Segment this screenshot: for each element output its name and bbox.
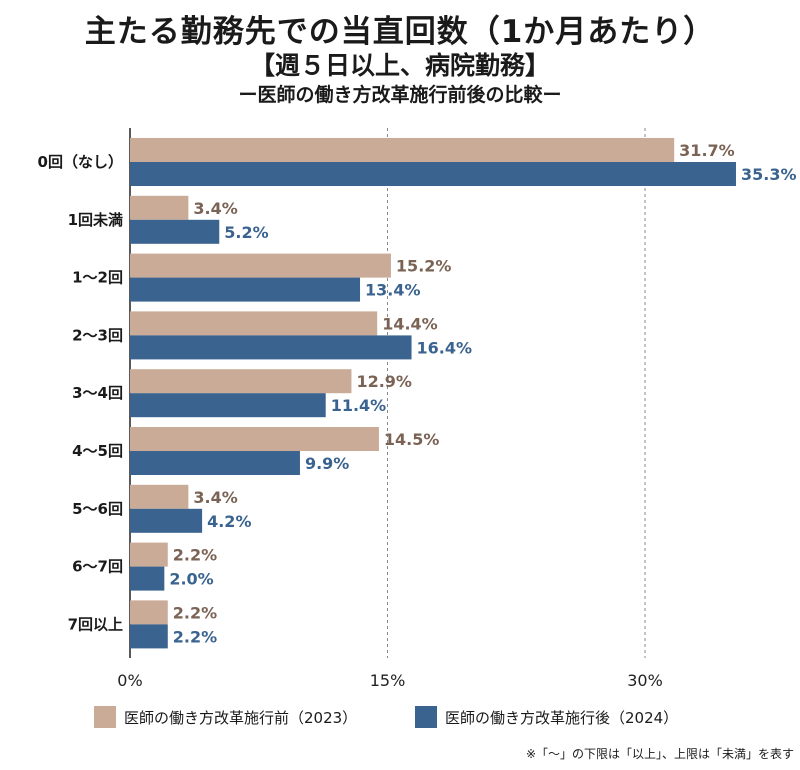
data-label-before: 3.4% [193, 488, 237, 507]
data-label-after: 35.3% [741, 165, 797, 184]
data-label-after: 2.0% [169, 570, 213, 589]
data-label-after: 16.4% [417, 338, 473, 357]
chart-subtitle-comparison: ー医師の働き方改革施行前後の比較ー [238, 84, 562, 106]
bar-after [130, 335, 412, 360]
category-label: 6〜7回 [72, 558, 123, 576]
data-label-before: 12.9% [356, 372, 412, 391]
bar-after [130, 566, 165, 591]
data-label-after: 5.2% [224, 223, 268, 242]
x-tick-label: 15% [370, 671, 406, 690]
footnote: ※「〜」の下限は「以上」、上限は「未満」を表す [525, 747, 794, 761]
category-label: 1〜2回 [72, 269, 123, 287]
bar-after [130, 162, 736, 186]
data-label-before: 31.7% [679, 141, 735, 160]
legend-item-after: 医師の働き方改革施行後（2024） [415, 706, 678, 728]
chart-title: 主たる勤務先での当直回数（1か月あたり） [84, 14, 716, 50]
bar-after [130, 393, 326, 418]
data-label-after: 9.9% [305, 454, 349, 473]
bar-before [130, 484, 189, 509]
bar-after [130, 451, 300, 475]
x-tick-label: 30% [627, 671, 663, 690]
legend-swatch-before [94, 706, 116, 728]
category-label: 7回以上 [68, 615, 123, 633]
x-tick-label: 0% [117, 671, 142, 690]
chart-subtitle: 【週５日以上、病院勤務】 [249, 51, 550, 80]
bar-after [130, 219, 220, 244]
data-label-after: 4.2% [207, 512, 251, 531]
category-label: 1回未満 [68, 211, 123, 229]
bar-before [130, 600, 168, 625]
data-label-after: 13.4% [365, 281, 421, 300]
category-label: 0回（なし） [38, 153, 123, 171]
data-label-before: 2.2% [173, 546, 217, 565]
legend-label-before: 医師の働き方改革施行前（2023） [124, 708, 358, 727]
bar-after [130, 277, 361, 302]
bar-after [130, 508, 203, 533]
bar-before [130, 311, 378, 336]
data-label-after: 2.2% [173, 627, 217, 646]
legend-swatch-after [415, 706, 437, 728]
bar-before [130, 138, 675, 162]
category-label: 4〜5回 [72, 442, 123, 460]
bar-before [130, 427, 379, 451]
data-label-before: 14.5% [384, 430, 440, 449]
legend-item-before: 医師の働き方改革施行前（2023） [94, 706, 357, 728]
bar-after [130, 624, 168, 649]
data-label-before: 2.2% [173, 603, 217, 622]
bar-before [130, 369, 352, 394]
data-label-before: 14.4% [382, 314, 438, 333]
category-label: 2〜3回 [72, 326, 123, 344]
bar-before [130, 253, 391, 278]
data-label-after: 11.4% [331, 396, 387, 415]
bar-before [130, 542, 168, 567]
legend-label-after: 医師の働き方改革施行後（2024） [445, 708, 679, 727]
bar-before [130, 195, 189, 220]
category-label: 5〜6回 [72, 500, 123, 518]
data-label-before: 3.4% [193, 199, 237, 218]
data-label-before: 15.2% [396, 257, 452, 276]
category-label: 3〜4回 [72, 384, 123, 402]
